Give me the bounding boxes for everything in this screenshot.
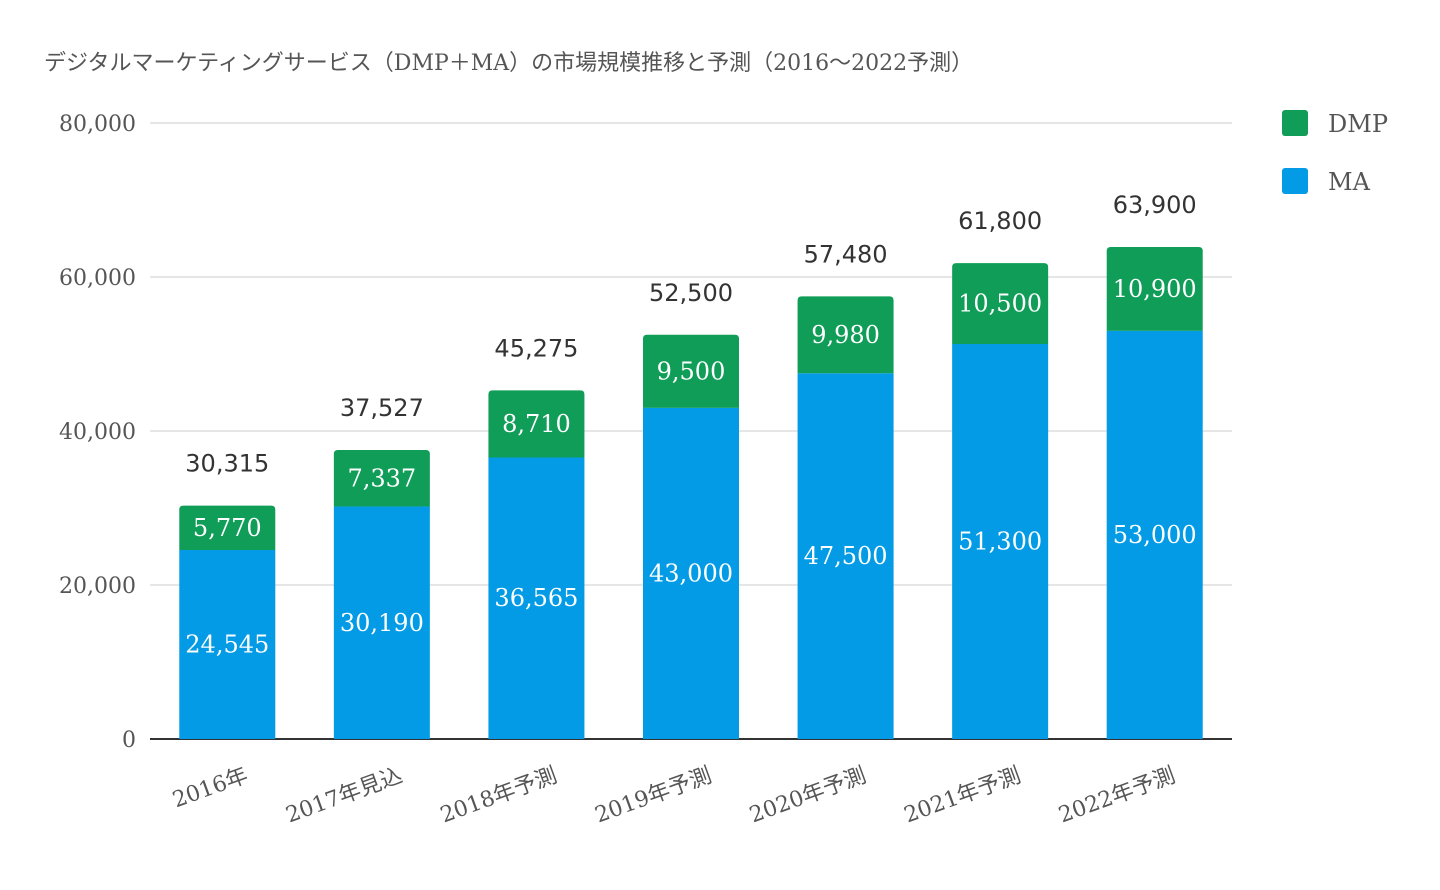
data-label-dmp: 10,900 <box>1113 275 1197 303</box>
x-tick-label: 2019年予測 <box>592 763 715 828</box>
bar-ma <box>643 407 739 739</box>
bar-dmp <box>1106 246 1203 331</box>
legend-label: MA <box>1328 168 1371 196</box>
bar-ma <box>1106 330 1203 739</box>
data-label-ma: 53,000 <box>1113 521 1197 549</box>
data-label-ma: 47,500 <box>804 542 888 570</box>
data-label-dmp: 9,500 <box>657 357 726 385</box>
legend-swatch <box>1282 110 1308 136</box>
data-label-total: 30,315 <box>185 450 269 478</box>
legend-label: DMP <box>1328 110 1388 138</box>
data-label-ma: 36,565 <box>494 584 578 612</box>
x-tick-label: 2022年予測 <box>1056 763 1179 828</box>
x-tick-label: 2016年 <box>169 763 251 813</box>
data-label-dmp: 5,770 <box>193 514 262 542</box>
bar-ma <box>333 506 430 739</box>
y-tick-label: 20,000 <box>59 574 136 599</box>
legend: DMP MA <box>1282 110 1388 196</box>
chart-title: デジタルマーケティングサービス（DMP＋MA）の市場規模推移と予測（2016～2… <box>44 51 973 76</box>
bars <box>179 246 1203 739</box>
x-tick-label: 2017年見込 <box>283 763 406 828</box>
bar-dmp <box>952 263 1049 344</box>
bar-dmp <box>333 450 430 507</box>
data-label-dmp: 9,980 <box>811 321 880 349</box>
bar-ma <box>488 457 585 739</box>
bar-dmp <box>797 296 894 374</box>
y-tick-label: 80,000 <box>59 112 136 137</box>
y-tick-label: 60,000 <box>59 266 136 291</box>
bar-ma <box>797 373 894 739</box>
x-tick-label: 2018年予測 <box>437 763 560 828</box>
data-labels: 24,545 5,770 30,315 30,190 7,337 37,527 36,565… <box>185 191 1196 659</box>
legend-swatch <box>1282 168 1308 194</box>
data-label-ma: 30,190 <box>340 609 424 637</box>
bar-dmp <box>179 505 276 551</box>
x-axis-ticks: 2016年 2017年見込 2018年予測 2019年予測 2020年予測 2021年予測… <box>169 763 1178 828</box>
data-label-total: 37,527 <box>340 394 424 422</box>
data-label-total: 52,500 <box>649 279 733 307</box>
data-label-total: 63,900 <box>1113 191 1197 219</box>
bar-dmp <box>488 390 585 458</box>
data-label-dmp: 8,710 <box>502 410 571 438</box>
bar-ma <box>179 550 276 739</box>
y-tick-label: 0 <box>122 728 136 753</box>
data-label-dmp: 10,500 <box>958 290 1042 318</box>
data-label-total: 61,800 <box>958 207 1042 235</box>
data-label-ma: 24,545 <box>185 631 269 659</box>
bar-ma <box>952 343 1049 739</box>
data-label-total: 45,275 <box>494 334 578 362</box>
data-label-dmp: 7,337 <box>347 464 416 492</box>
bar-dmp <box>643 334 739 408</box>
y-tick-label: 40,000 <box>59 420 136 445</box>
x-tick-label: 2021年予測 <box>901 763 1024 828</box>
y-axis-ticks: 0 20,000 40,000 60,000 80,000 <box>59 112 136 753</box>
data-label-ma: 43,000 <box>649 559 733 587</box>
data-label-ma: 51,300 <box>958 527 1042 555</box>
data-label-total: 57,480 <box>804 240 888 268</box>
x-tick-label: 2020年予測 <box>746 763 869 828</box>
